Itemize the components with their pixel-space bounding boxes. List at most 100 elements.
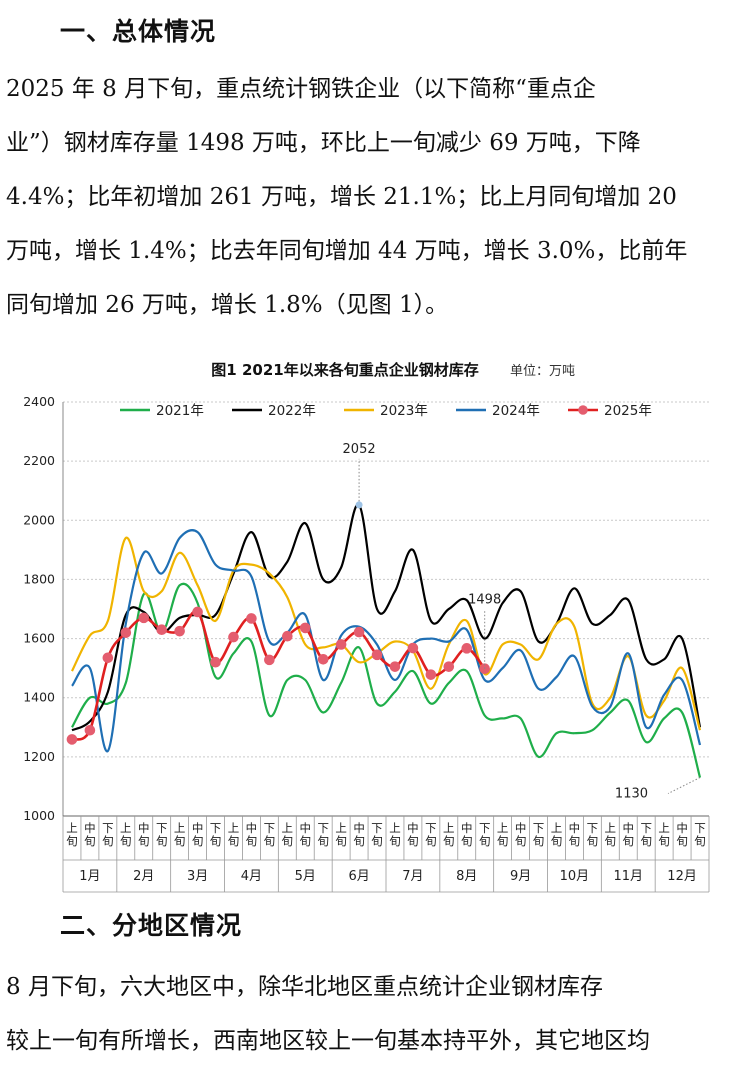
x-tick-label: 旬 xyxy=(66,834,78,848)
series-line-2022年 xyxy=(71,503,702,732)
data-point xyxy=(353,626,365,638)
x-tick-label: 上 xyxy=(389,821,401,835)
x-tick-label: 下 xyxy=(479,821,491,835)
x-tick-label: 旬 xyxy=(569,834,581,848)
x-tick-label: 下 xyxy=(210,821,222,835)
x-tick-label: 旬 xyxy=(192,834,204,848)
x-tick-label: 中 xyxy=(461,821,473,835)
x-tick-label: 旬 xyxy=(461,834,473,848)
data-point xyxy=(371,649,383,661)
x-tick-label: 旬 xyxy=(282,834,294,848)
month-label: 4月 xyxy=(241,869,262,884)
data-point xyxy=(210,656,221,668)
annotation-label: 1498 xyxy=(468,593,501,608)
x-tick-label: 旬 xyxy=(317,834,329,848)
paragraph-line: 较上一旬有所增长，西南地区较上一旬基本持平外，其它地区均 xyxy=(6,1028,650,1054)
x-tick-label: 旬 xyxy=(587,834,599,848)
chart-svg: 图1 2021年以来各旬重点企业钢材库存 单位：万吨 1000 1200 1400 160… xyxy=(23,361,710,893)
month-label: 11月 xyxy=(613,869,643,884)
data-point xyxy=(317,653,329,665)
data-point xyxy=(66,734,78,745)
x-tick-label: 旬 xyxy=(389,834,401,848)
y-tick-label: 1200 xyxy=(23,749,55,764)
month-label: 8月 xyxy=(456,869,477,884)
month-label: 9月 xyxy=(510,869,531,884)
x-tick-label: 旬 xyxy=(210,834,222,848)
x-tick-label: 旬 xyxy=(640,834,652,848)
x-tick-label: 上 xyxy=(66,821,78,835)
legend-marker xyxy=(578,405,588,415)
x-tick-label: 下 xyxy=(533,821,545,835)
x-tick-label: 上 xyxy=(174,821,186,835)
legend-label: 2021年 xyxy=(156,403,204,419)
x-tick-label: 旬 xyxy=(623,834,635,848)
y-tick-label: 2400 xyxy=(23,394,55,409)
data-point xyxy=(84,724,96,736)
data-point xyxy=(479,663,490,675)
x-tick-label: 上 xyxy=(335,821,347,835)
x-tick-label: 上 xyxy=(605,821,617,835)
x-tick-label: 旬 xyxy=(443,834,455,848)
x-tick-label: 中 xyxy=(407,821,419,835)
x-tick-label: 旬 xyxy=(371,834,383,848)
section-heading-regions: 二、分地区情况 xyxy=(60,911,243,940)
x-tick-label: 旬 xyxy=(264,834,276,848)
legend-label: 2023年 xyxy=(380,403,428,419)
x-tick-label: 下 xyxy=(264,821,276,835)
x-tick-label: 中 xyxy=(353,821,365,835)
data-point xyxy=(282,630,293,642)
legend-label: 2025年 xyxy=(604,403,652,419)
paragraph-line: 2025 年 8 月下旬，重点统计钢铁企业（以下简称“重点企 xyxy=(6,76,596,102)
x-tick-label: 中 xyxy=(515,821,527,835)
annotation-label: 2052 xyxy=(343,442,376,457)
paragraph-line: 8 月下旬，六大地区中，除华北地区重点统计企业钢材库存 xyxy=(6,974,603,1000)
x-tick-label: 上 xyxy=(443,821,455,835)
x-tick-label: 旬 xyxy=(300,834,312,848)
x-tick-label: 上 xyxy=(551,821,563,835)
y-tick-label: 2200 xyxy=(23,453,55,468)
x-tick-label: 上 xyxy=(282,821,294,835)
x-tick-label: 下 xyxy=(587,821,599,835)
x-tick-label: 上 xyxy=(658,821,670,835)
month-label: 1月 xyxy=(79,869,100,884)
x-tick-label: 中 xyxy=(138,821,150,835)
annotation-leader xyxy=(667,777,701,795)
paragraph-line: 万吨，增长 1.4%；比去年同旬增加 44 万吨，增长 3.0%，比前年 xyxy=(6,238,688,264)
annotation-label: 1130 xyxy=(615,787,648,802)
x-tick-label: 上 xyxy=(497,821,509,835)
y-tick-label: 1000 xyxy=(23,808,55,823)
month-label: 2月 xyxy=(133,869,154,884)
section-heading-overview: 一、总体情况 xyxy=(60,17,217,46)
x-tick-label: 旬 xyxy=(335,834,347,848)
x-tick-label: 旬 xyxy=(407,834,419,848)
annotation-point xyxy=(355,501,363,509)
data-point xyxy=(335,639,347,650)
data-point xyxy=(228,631,239,643)
regions-paragraph: 8 月下旬，六大地区中，除华北地区重点统计企业钢材库存 较上一旬有所增长，西南地… xyxy=(6,960,724,1068)
data-point xyxy=(461,643,473,654)
paragraph-line: 4.4%；比年初增加 261 万吨，增长 21.1%；比上月同旬增加 20 xyxy=(6,184,677,210)
chart-title: 图1 2021年以来各旬重点企业钢材库存 xyxy=(211,361,478,379)
x-tick-label: 旬 xyxy=(515,834,527,848)
legend-label: 2022年 xyxy=(268,403,316,419)
x-tick-label: 旬 xyxy=(605,834,617,848)
paragraph-line: 同旬增加 26 万吨，增长 1.8%（见图 1）。 xyxy=(6,292,449,318)
x-tick-label: 旬 xyxy=(479,834,491,848)
x-tick-label: 中 xyxy=(623,821,635,835)
x-tick-label: 旬 xyxy=(102,834,114,848)
data-point xyxy=(264,654,275,666)
data-point xyxy=(246,613,257,624)
x-tick-label: 旬 xyxy=(353,834,365,848)
x-tick-label: 旬 xyxy=(676,834,688,848)
x-tick-label: 旬 xyxy=(156,834,168,848)
data-point xyxy=(174,625,185,637)
data-point xyxy=(192,606,203,618)
legend-label: 2024年 xyxy=(492,403,540,419)
month-label: 5月 xyxy=(295,869,316,884)
x-tick-label: 下 xyxy=(371,821,383,835)
x-tick-label: 旬 xyxy=(246,834,258,848)
x-tick-label: 旬 xyxy=(694,834,706,848)
data-point xyxy=(407,642,419,654)
x-tick-label: 下 xyxy=(640,821,652,835)
x-tick-label: 旬 xyxy=(658,834,670,848)
